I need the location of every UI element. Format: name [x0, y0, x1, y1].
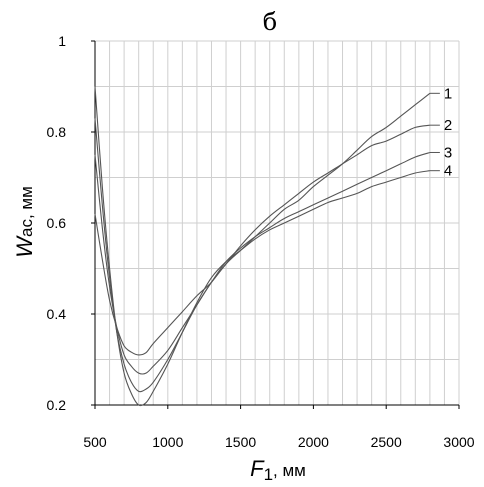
x-tick-label: 2500: [371, 434, 402, 450]
curve-label-1: 1: [444, 85, 452, 102]
y-axis-unit: , мм: [17, 186, 36, 219]
x-axis-unit: , мм: [273, 461, 306, 480]
x-tick-label: 1500: [225, 434, 256, 450]
y-axis-symbol: W: [12, 235, 37, 258]
axes: [91, 40, 460, 409]
tick-labels: 500 1000 1500 2000 2500 3000 0.2 0.4 0.6 0.8 1: [47, 33, 475, 450]
panel-letter: б: [263, 8, 277, 36]
x-tick-label: 2000: [298, 434, 329, 450]
curve-4: [94, 86, 430, 407]
curve-1: [94, 92, 431, 356]
curve-label-3: 3: [444, 144, 452, 161]
y-axis-subscript: ас: [17, 219, 36, 237]
x-tick-label: 500: [83, 434, 107, 450]
x-axis-symbol: F: [250, 456, 265, 481]
x-tick-label: 1000: [152, 434, 183, 450]
x-axis-subscript: 1: [264, 465, 273, 484]
y-tick-label: 0.2: [47, 397, 67, 413]
y-tick-label: 0.6: [47, 215, 67, 231]
curve-label-4: 4: [444, 163, 452, 180]
y-tick-label: 1: [58, 33, 66, 49]
y-tick-label: 0.8: [47, 124, 67, 140]
x-tick-label: 3000: [443, 434, 474, 450]
curve-label-2: 2: [444, 117, 452, 134]
curves: 1 2 3 4: [94, 85, 452, 407]
curve-2: [94, 124, 430, 375]
x-axis-title: F1, мм: [250, 456, 306, 484]
curve-3: [94, 118, 431, 393]
y-tick-label: 0.4: [47, 306, 67, 322]
y-axis-title: Wас, мм: [12, 186, 37, 258]
